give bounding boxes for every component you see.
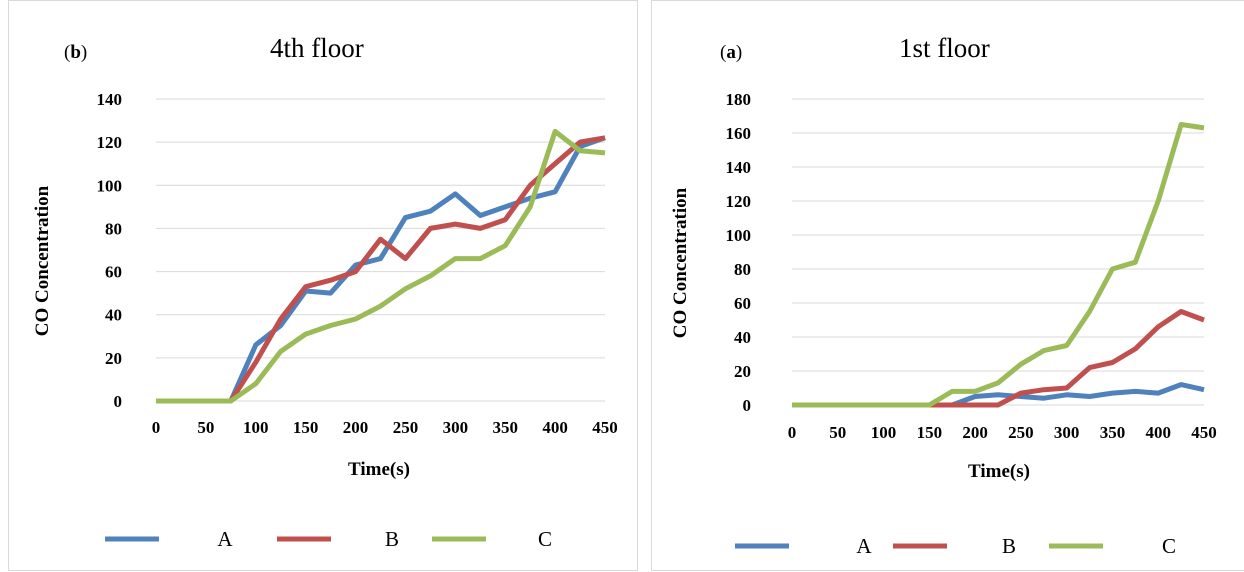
y-tick-label: 100 bbox=[726, 226, 752, 245]
x-tick-label: 50 bbox=[197, 418, 214, 437]
x-tick-label: 350 bbox=[1100, 423, 1126, 442]
y-tick-label: 120 bbox=[726, 192, 752, 211]
chart-panel-1st-floor: (a) 1st floor CO Concentration Time(s) 0… bbox=[651, 0, 1244, 571]
y-tick-label: 160 bbox=[726, 124, 752, 143]
x-tick-label: 250 bbox=[393, 418, 419, 437]
x-tick-label: 50 bbox=[829, 423, 846, 442]
chart-1st-floor: (a) 1st floor CO Concentration Time(s) 0… bbox=[670, 33, 1217, 558]
plot-area: 0 20 40 60 80 100 120 140 0 50 100 150 200 250 300 350 4… bbox=[97, 90, 618, 437]
series-line-c bbox=[792, 122, 1205, 408]
x-tick-label: 100 bbox=[871, 423, 897, 442]
x-tick-label: 400 bbox=[1145, 423, 1171, 442]
x-tick-label: 0 bbox=[152, 418, 161, 437]
panel-label: (b) bbox=[64, 42, 87, 63]
x-tick-label: 100 bbox=[243, 418, 269, 437]
x-tick-label: 150 bbox=[293, 418, 319, 437]
x-tick-label: 400 bbox=[542, 418, 568, 437]
y-axis-title: CO Concentration bbox=[670, 187, 691, 338]
x-tick-label: 450 bbox=[1191, 423, 1217, 442]
legend-label-c: C bbox=[1162, 534, 1176, 558]
legend-label-b: B bbox=[385, 527, 399, 551]
y-tick-label: 0 bbox=[743, 396, 752, 415]
panel-label: (a) bbox=[720, 42, 742, 63]
x-tick-label: 0 bbox=[788, 423, 797, 442]
y-tick-label: 180 bbox=[726, 90, 752, 109]
x-tick-label: 150 bbox=[917, 423, 943, 442]
x-tick-label: 350 bbox=[492, 418, 518, 437]
legend-label-c: C bbox=[538, 527, 552, 551]
x-tick-label: 250 bbox=[1008, 423, 1034, 442]
x-axis-title: Time(s) bbox=[968, 461, 1030, 482]
y-tick-label: 40 bbox=[105, 306, 122, 325]
chart-title: 1st floor bbox=[899, 33, 990, 63]
legend-label-a: A bbox=[217, 527, 233, 551]
y-tick-label: 20 bbox=[734, 362, 751, 381]
y-tick-label: 40 bbox=[734, 328, 751, 347]
plot-area: 0 20 40 60 80 100 120 140 160 180 0 50 100 150 200 250 3… bbox=[726, 90, 1217, 442]
y-tick-label: 60 bbox=[105, 263, 122, 282]
y-tick-label: 0 bbox=[114, 392, 123, 411]
chart-4th-floor: (b) 4th floor CO Concentration Time(s) 0… bbox=[32, 33, 618, 551]
x-tick-label: 200 bbox=[962, 423, 988, 442]
x-tick-label: 450 bbox=[592, 418, 618, 437]
x-tick-label: 200 bbox=[343, 418, 369, 437]
legend-label-b: B bbox=[1002, 534, 1016, 558]
x-tick-label: 300 bbox=[443, 418, 469, 437]
x-axis-title: Time(s) bbox=[348, 459, 410, 480]
y-tick-label: 80 bbox=[734, 260, 751, 279]
y-tick-label: 20 bbox=[105, 349, 122, 368]
chart-title: 4th floor bbox=[270, 33, 364, 63]
y-tick-label: 100 bbox=[97, 176, 123, 195]
legend-label-a: A bbox=[856, 534, 872, 558]
series-line-c bbox=[156, 128, 606, 404]
y-tick-label: 120 bbox=[97, 133, 123, 152]
x-tick-label: 300 bbox=[1054, 423, 1080, 442]
y-tick-label: 140 bbox=[97, 90, 123, 109]
y-tick-label: 60 bbox=[734, 294, 751, 313]
chart-panel-4th-floor: (b) 4th floor CO Concentration Time(s) 0… bbox=[8, 0, 638, 571]
y-axis-title: CO Concentration bbox=[32, 185, 53, 336]
series-line-a bbox=[792, 382, 1205, 408]
y-tick-label: 80 bbox=[105, 219, 122, 238]
y-tick-label: 140 bbox=[726, 158, 752, 177]
